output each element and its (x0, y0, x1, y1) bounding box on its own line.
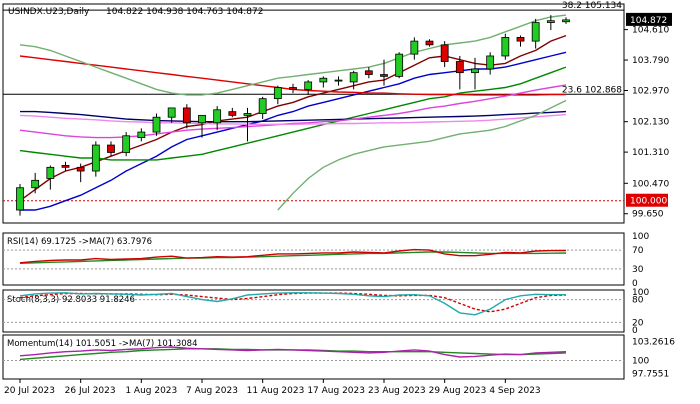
stoch-panel-frame (2, 289, 625, 333)
momentum-panel-frame (2, 334, 625, 380)
date-tick-label: 20 Jul 2023 (4, 386, 55, 396)
candle-body (46, 166, 55, 179)
rsi-panel-frame (2, 232, 625, 286)
candle-body (61, 165, 70, 168)
candle-body (455, 61, 464, 74)
candle-body (243, 113, 252, 116)
candle-body (531, 22, 540, 42)
candle-body (213, 109, 222, 124)
rsi-tick-label: 0 (632, 279, 638, 289)
price-tick-label: 103.790 (632, 56, 669, 66)
candle-body (501, 37, 510, 57)
rsi-label: RSI(14) 69.1725 ->MA(7) 63.7976 (7, 237, 152, 247)
date-tick-label: 23 Aug 2023 (368, 386, 426, 396)
candle-body (486, 55, 495, 70)
candle-body (289, 87, 297, 90)
momentum-plot (3, 346, 624, 362)
stoch-tick-label: 0 (632, 326, 638, 336)
red-level-box (626, 193, 668, 207)
moving-average-line (19, 34, 567, 202)
candle-body (228, 111, 237, 116)
candle-body (137, 131, 146, 139)
main-panel-frame (2, 3, 625, 224)
chart-title: USINDX.U23,Daily (8, 7, 90, 17)
rsi-line (19, 248, 567, 264)
moving-average-line (20, 110, 567, 123)
candle-body (107, 144, 115, 153)
candle-body (334, 79, 343, 82)
price-tick-label: 100.470 (632, 179, 669, 189)
candle-body (182, 107, 191, 124)
current-price-box (626, 12, 672, 26)
price-tick-label: 102.970 (632, 86, 669, 96)
candle-body (167, 107, 176, 118)
stoch-plot (3, 292, 624, 323)
candle-body (76, 166, 85, 172)
candle-body (152, 116, 161, 133)
candle-body (380, 74, 388, 77)
date-tick-label: 11 Aug 2023 (247, 386, 305, 396)
red-level-label: 100.000 (630, 197, 667, 207)
momentum-line (19, 346, 567, 358)
price-tick-label: 104.610 (632, 26, 669, 36)
momentum-tick-label: 103.2616 (632, 337, 675, 347)
fib-level-label: 38.2 105.134 (562, 1, 622, 11)
rsi-tick-label: 30 (632, 265, 644, 275)
price-tick-label: 102.130 (632, 118, 669, 128)
moving-average-line (19, 66, 567, 161)
date-tick-label: 7 Aug 2023 (186, 386, 238, 396)
momentum-tick-label: 100 (632, 357, 649, 367)
candle-body (546, 20, 555, 23)
moving-average-line (19, 14, 567, 96)
fib-level-label: 23.6 102.868 (562, 85, 622, 95)
stoch-k-line (19, 292, 566, 316)
stoch-tick-label: 20 (632, 318, 644, 328)
date-tick-label: 29 Aug 2023 (429, 386, 487, 396)
candle-body (395, 53, 404, 77)
stoch-tick-label: 100 (632, 288, 649, 298)
current-price-label: 104.872 (630, 16, 667, 26)
candle-body (349, 72, 358, 83)
candle-body (122, 135, 131, 153)
momentum-tick-label: 97.7551 (632, 370, 669, 380)
candle-body (273, 87, 282, 100)
date-tick-label: 17 Aug 2023 (307, 386, 365, 396)
candle-body (319, 77, 328, 83)
moving-average-line (19, 84, 567, 139)
candle-body (16, 187, 24, 211)
date-tick-label: 4 Sep 2023 (489, 386, 540, 396)
rsi-tick-label: 70 (632, 246, 644, 256)
candle-body (562, 19, 570, 23)
candle-body (91, 144, 100, 172)
moving-average-line (19, 113, 567, 126)
candle-body (516, 37, 525, 42)
candle-body (304, 81, 313, 90)
stoch-label: Stoch(8,3,3) 92.8033 91.8246 (7, 295, 135, 305)
moving-average-line (277, 99, 567, 211)
candle-body (471, 68, 479, 74)
candle-body (425, 40, 434, 46)
candle-body (198, 114, 206, 124)
price-tick-label: 99.650 (632, 210, 664, 220)
candle-body (410, 40, 419, 55)
rsi-plot (3, 248, 624, 270)
axes: 104.610 103.790 102.970 102.130 101.310 100.4… (4, 12, 675, 396)
candle-body (31, 179, 40, 189)
rsi-ma-line (19, 251, 567, 264)
rsi-tick-label: 100 (632, 232, 649, 242)
ohlc-readout: 104.822 104.938 104.763 104.872 (106, 7, 263, 17)
price-tick-label: 101.310 (632, 148, 669, 158)
stoch-tick-label: 80 (632, 296, 644, 306)
date-tick-label: 26 Jul 2023 (65, 386, 116, 396)
candle-body (364, 70, 373, 75)
main-plot: 38.2 105.134 23.6 102.868 (3, 1, 624, 216)
momentum-label: Momentum(14) 101.5051 ->MA(7) 101.3084 (7, 339, 197, 349)
date-tick-label: 1 Aug 2023 (125, 386, 177, 396)
candle-body (440, 44, 449, 62)
candle-body (258, 98, 267, 114)
